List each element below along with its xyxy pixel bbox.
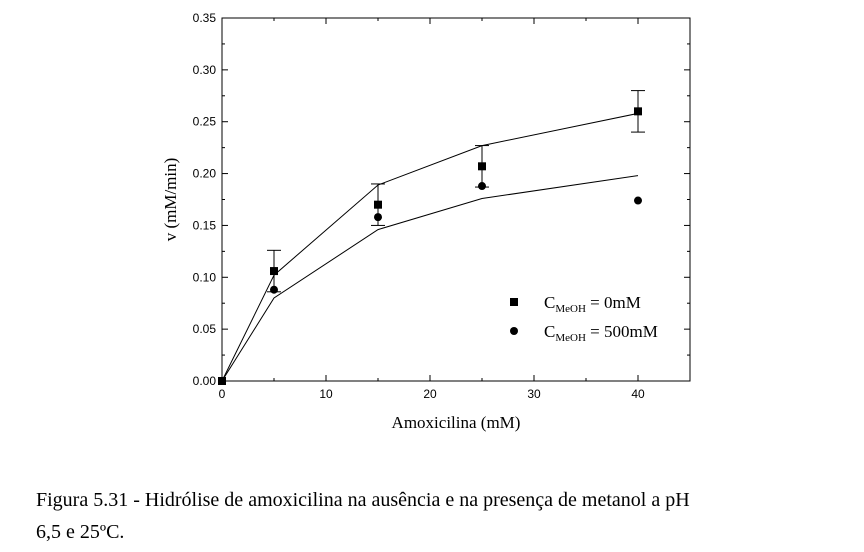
data-point-circle bbox=[478, 182, 486, 191]
y-tick-label: 0.30 bbox=[193, 63, 217, 77]
caption-line-2: 6,5 e 25ºC. bbox=[36, 521, 125, 543]
legend-entry-1: CMeOH = 500mM bbox=[544, 322, 658, 344]
data-point-circle bbox=[218, 377, 226, 385]
chart-svg: 0 10 20 30 40 0.00 0.05 0.10 0.15 0.20 0.25 0.30 0.3… bbox=[161, 11, 691, 432]
y-tick-label: 0.05 bbox=[193, 322, 217, 336]
x-tick-label: 0 bbox=[219, 387, 226, 401]
series-1-fit-line bbox=[221, 175, 639, 382]
y-tick-label: 0.20 bbox=[193, 167, 217, 181]
chart-figure: 0 10 20 30 40 0.00 0.05 0.10 0.15 0.20 0.25 0.30 0.3… bbox=[161, 11, 691, 432]
y-tick-label: 0.00 bbox=[193, 374, 217, 388]
legend-marker-circle bbox=[510, 327, 518, 335]
y-tick-label: 0.10 bbox=[193, 270, 217, 284]
data-point-circle bbox=[270, 285, 278, 294]
x-tick-label: 40 bbox=[631, 387, 645, 401]
x-tick-label: 30 bbox=[527, 387, 541, 401]
data-point-square bbox=[478, 162, 486, 171]
data-point-square bbox=[634, 107, 642, 116]
figure-caption: Figura 5.31 - Hidrólise de amoxicilina n… bbox=[36, 484, 856, 548]
legend-marker-square bbox=[510, 298, 518, 306]
data-point-square bbox=[374, 200, 382, 209]
x-tick-label: 10 bbox=[319, 387, 333, 401]
y-axis-label: v (mM/min) bbox=[161, 158, 180, 242]
x-tick-label: 20 bbox=[423, 387, 437, 401]
y-tick-label: 0.25 bbox=[193, 115, 217, 129]
y-tick-label: 0.35 bbox=[193, 11, 217, 25]
legend-entry-0: CMeOH = 0mM bbox=[544, 293, 641, 315]
y-tick-label: 0.15 bbox=[193, 218, 217, 232]
data-point-circle bbox=[634, 196, 642, 205]
data-point-square bbox=[270, 267, 278, 276]
data-point-circle bbox=[374, 213, 382, 222]
x-axis-label: Amoxicilina (mM) bbox=[392, 413, 521, 432]
caption-line-1: Figura 5.31 - Hidrólise de amoxicilina n… bbox=[36, 489, 690, 511]
